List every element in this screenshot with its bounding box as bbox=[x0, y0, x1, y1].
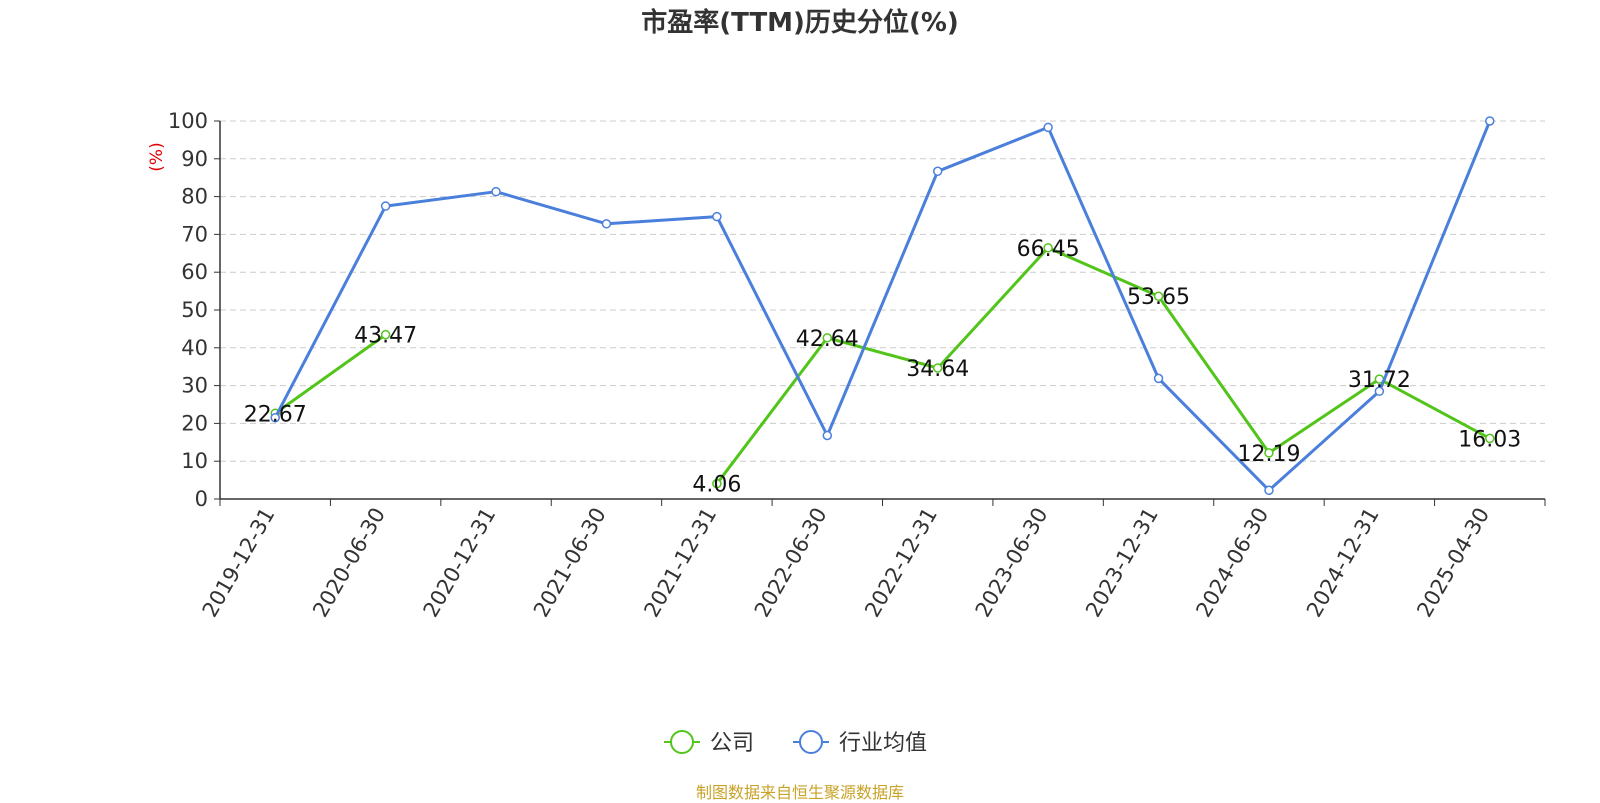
y-tick-label: 40 bbox=[181, 336, 208, 360]
legend-marker bbox=[799, 730, 823, 754]
data-point bbox=[712, 211, 722, 222]
legend-label: 公司 bbox=[710, 731, 754, 756]
data-label: 16.03 bbox=[1458, 427, 1521, 452]
axes: 0 10 20 30 40 50 60 70 80 90 100(%) 2019-12-31 2020-… bbox=[147, 109, 1546, 622]
x-tick-label: 2022-06-30 bbox=[750, 504, 832, 622]
data-point bbox=[380, 329, 391, 340]
x-tick-label: 2020-12-31 bbox=[419, 503, 501, 621]
data-point bbox=[822, 430, 833, 441]
data-labels: 22.67 43.47 4.06 42.64 34.64 66.45 53.65 12.19 3… bbox=[244, 237, 1522, 498]
x-tick-label: 2025-04-30 bbox=[1412, 504, 1494, 622]
data-point bbox=[822, 333, 833, 343]
series-0 bbox=[270, 243, 1495, 489]
data-point bbox=[1043, 122, 1053, 133]
data-label: 43.47 bbox=[354, 324, 417, 349]
data-point bbox=[1153, 373, 1164, 384]
data-point bbox=[1374, 386, 1385, 397]
data-point bbox=[1485, 116, 1495, 126]
data-point bbox=[1264, 485, 1274, 496]
y-axis-label: (%) bbox=[147, 142, 167, 171]
data-point bbox=[932, 166, 943, 177]
y-tick-label: 100 bbox=[168, 109, 208, 133]
data-point bbox=[932, 363, 943, 373]
data-point bbox=[1264, 448, 1274, 458]
data-label: 4.06 bbox=[692, 473, 741, 498]
data-point bbox=[1153, 291, 1164, 301]
x-tick-label: 2023-12-31 bbox=[1081, 504, 1163, 622]
data-point bbox=[1485, 433, 1495, 444]
x-tick-label: 2023-06-30 bbox=[971, 504, 1053, 622]
data-label: 53.65 bbox=[1127, 285, 1190, 310]
y-tick-label: 60 bbox=[181, 260, 208, 284]
y-tick-label: 80 bbox=[181, 185, 208, 209]
y-tick-label: 30 bbox=[181, 374, 208, 398]
data-label: 22.67 bbox=[244, 402, 307, 427]
data-point bbox=[601, 219, 612, 229]
legend-item-0[interactable]: 公司 bbox=[664, 730, 754, 756]
data-point bbox=[712, 478, 722, 489]
data-label: 31.72 bbox=[1348, 368, 1411, 393]
y-tick-label: 90 bbox=[181, 147, 208, 171]
y-tick-label: 0 bbox=[195, 487, 208, 511]
legend-item-1[interactable]: 行业均值 bbox=[793, 730, 927, 756]
data-point bbox=[380, 201, 391, 211]
y-tick-label: 50 bbox=[181, 298, 208, 322]
legend-marker bbox=[670, 730, 694, 754]
y-tick-label: 10 bbox=[181, 449, 208, 473]
series-line bbox=[273, 120, 1492, 492]
data-label: 42.64 bbox=[796, 327, 859, 352]
series-line bbox=[274, 246, 1491, 485]
data-label: 34.64 bbox=[906, 357, 969, 382]
x-tick-label: 2024-06-30 bbox=[1191, 504, 1273, 622]
data-point bbox=[270, 412, 280, 423]
data-label: 12.19 bbox=[1237, 442, 1300, 467]
grid-lines bbox=[220, 120, 1545, 462]
x-tick-label: 2020-06-30 bbox=[308, 504, 390, 622]
data-point bbox=[491, 186, 501, 197]
x-tick-label: 2021-06-30 bbox=[529, 504, 611, 622]
legend: 公司 行业均值 bbox=[664, 730, 927, 756]
x-tick-label: 2022-12-31 bbox=[860, 503, 942, 621]
y-tick-label: 70 bbox=[181, 222, 208, 246]
legend-label: 行业均值 bbox=[839, 731, 927, 756]
x-tick-label: 2024-12-31 bbox=[1302, 504, 1384, 622]
data-point bbox=[1043, 243, 1053, 253]
series-layer bbox=[270, 116, 1495, 496]
source-note: 制图数据来自恒生聚源数据库 bbox=[695, 783, 904, 802]
series-1 bbox=[270, 116, 1495, 496]
data-label: 66.45 bbox=[1017, 237, 1080, 262]
x-tick-label: 2019-12-31 bbox=[198, 504, 280, 622]
x-tick-label: 2021-12-31 bbox=[639, 504, 721, 622]
y-tick-label: 20 bbox=[181, 411, 208, 435]
chart-title: 市盈率(TTM)历史分位(%) bbox=[641, 8, 959, 38]
